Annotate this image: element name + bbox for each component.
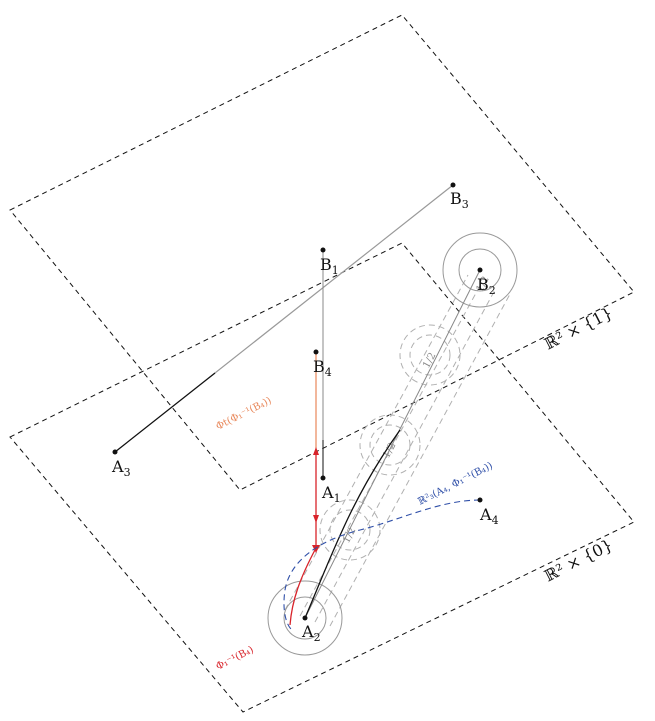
point-A1 [320,475,326,481]
label-A4: A4 [479,505,499,527]
plane-bottom-outline [9,242,635,713]
plane-top-label: ℝ² × {1} [541,303,615,353]
annotation-r3: ℝ²₃(A₄, Φ₁⁻¹(B₄)) [416,460,494,507]
point-B2 [477,267,483,273]
point-A2 [302,615,308,621]
tube-dashed [284,274,511,627]
label-B3: B3 [450,189,469,211]
point-B1 [320,247,326,253]
red-arrow-mid [313,515,319,523]
endpoint-circles [267,232,518,656]
plane-top-outline [9,14,635,491]
segment-A2-B2-black [304,429,401,619]
segment-A3-B3-black [114,372,216,453]
annotation-phi-inv: Φ₁⁻¹(B₄) [214,644,255,672]
points [112,182,483,621]
label-A3: A3 [111,457,131,479]
point-labels: A1 A2 A3 A4 B1 B2 B3 B4 [111,189,499,644]
blue-dashed-path [283,499,481,631]
label-A2: A2 [301,622,321,644]
label-B2: B2 [477,275,496,297]
red-arrow-up [313,447,319,455]
tube-labels: 1/2 1/2 1/2 1/2 [341,275,492,546]
point-B3 [450,182,456,188]
point-B4 [313,349,319,355]
point-A3 [112,449,118,455]
point-A4 [477,497,483,503]
annotation-phi-t: Φt(Φ₁⁻¹(B₄)) [214,395,273,432]
label-B1: B1 [320,255,339,277]
plane-bottom-label: ℝ² × {0} [541,535,615,585]
red-arrow-bottom [312,545,320,553]
label-A1: A1 [321,483,341,505]
label-B4: B4 [313,357,332,379]
segment-A2-B2-gray [304,269,481,619]
